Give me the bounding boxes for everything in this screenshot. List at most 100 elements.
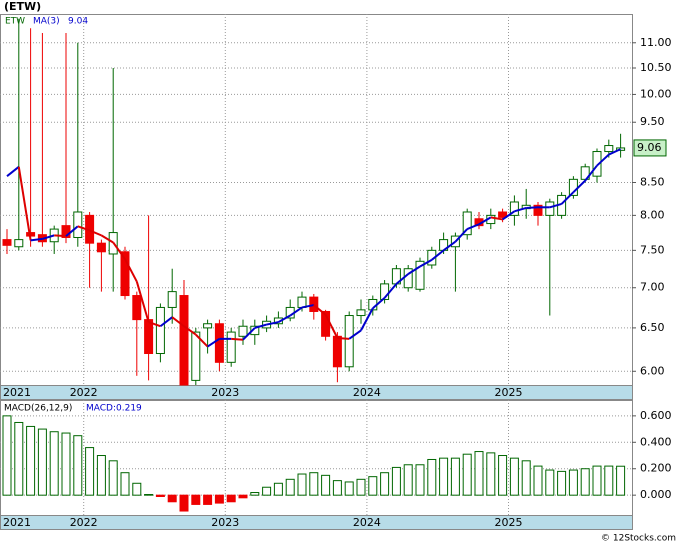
ma-line xyxy=(596,153,610,167)
x-tick-label: 2024 xyxy=(353,386,381,399)
y-tick-label: 8.00 xyxy=(640,208,665,221)
x-tick-label: 2023 xyxy=(211,386,239,399)
ma-line xyxy=(124,258,138,283)
y-tick-label: 6.50 xyxy=(640,321,665,334)
macd-bar xyxy=(580,468,590,496)
ma-line xyxy=(6,166,20,177)
candle-body xyxy=(498,211,508,218)
ma-line xyxy=(407,265,421,275)
candle-body xyxy=(356,309,366,317)
ma-line xyxy=(454,228,468,243)
ma-line xyxy=(54,234,67,238)
candle-body xyxy=(332,335,342,368)
macd-bar xyxy=(132,482,142,496)
macd-bar xyxy=(391,466,401,496)
x-axis-band xyxy=(0,385,633,400)
x-tick-label: 2023 xyxy=(211,516,239,529)
ma-line xyxy=(549,203,562,209)
macd-bar xyxy=(214,494,224,504)
y-tick-label: 0.000 xyxy=(640,488,672,501)
y-tick-label: 11.00 xyxy=(640,36,672,49)
y-tick-label: 10.50 xyxy=(640,61,672,74)
macd-bar xyxy=(49,431,59,496)
macd-bar xyxy=(61,432,71,496)
y-tick-label: 7.00 xyxy=(640,281,665,294)
ma-line xyxy=(526,206,539,209)
y-tick-label: 10.00 xyxy=(640,87,672,100)
macd-bar xyxy=(380,472,390,496)
macd-bar xyxy=(120,472,130,496)
macd-bar xyxy=(144,494,154,496)
candle-body xyxy=(344,315,354,368)
ma-line xyxy=(207,338,220,348)
x-tick-label: 2025 xyxy=(495,386,523,399)
x-tick-label: 2024 xyxy=(353,516,381,529)
candle-body xyxy=(73,211,83,238)
candle-body xyxy=(309,296,319,312)
macd-bar xyxy=(368,476,378,496)
ma-line xyxy=(183,325,197,336)
ma-line xyxy=(514,207,527,213)
legend-ma-value: 9.04 xyxy=(68,17,88,27)
ma-line xyxy=(254,323,267,329)
macd-bar xyxy=(332,480,342,496)
macd-bar xyxy=(273,482,283,496)
candle-body xyxy=(214,323,224,363)
ma-line xyxy=(30,237,43,242)
macd-bar xyxy=(498,455,508,496)
macd-bar xyxy=(309,472,319,496)
legend-symbol: ETW xyxy=(5,17,25,27)
y-tick-label: 0.600 xyxy=(640,409,672,422)
macd-bar xyxy=(238,494,248,499)
ma-line xyxy=(89,229,102,237)
macd-bar xyxy=(14,421,24,496)
macd-bar xyxy=(262,486,272,496)
macd-bar xyxy=(85,447,95,496)
macd-bar xyxy=(427,458,437,496)
macd-bar xyxy=(73,435,83,496)
candle-body xyxy=(509,201,519,216)
ma-line xyxy=(431,249,445,261)
y-tick-label: 9.50 xyxy=(640,115,665,128)
ma-line xyxy=(383,283,398,299)
macd-bar xyxy=(108,460,118,496)
macd-bar xyxy=(203,494,213,505)
candle-body xyxy=(604,145,614,153)
ma-line xyxy=(608,148,622,156)
candle-body xyxy=(592,151,602,177)
candle-body xyxy=(167,291,177,308)
ma-line xyxy=(17,166,32,241)
ma-line xyxy=(324,314,339,339)
candle-body xyxy=(144,319,154,355)
macd-bar xyxy=(403,464,413,496)
macd-bar xyxy=(604,465,614,496)
macd-bar xyxy=(226,494,236,503)
ma-line xyxy=(112,241,126,260)
ma-line xyxy=(348,329,362,340)
ma-line xyxy=(443,240,456,252)
macd-bar xyxy=(250,492,260,496)
chart-title: (ETW) xyxy=(4,0,41,13)
ma-line xyxy=(42,234,55,240)
candle-body xyxy=(545,201,555,216)
ma-line xyxy=(490,216,503,221)
x-tick-label: 2025 xyxy=(495,516,523,529)
ma-line xyxy=(195,333,209,348)
y-tick-label: 7.50 xyxy=(640,243,665,256)
ma-line xyxy=(313,304,327,316)
ma-line xyxy=(372,297,386,310)
candle-body xyxy=(203,323,213,329)
ma-line xyxy=(242,327,256,341)
y-tick-label: 8.50 xyxy=(640,176,665,189)
macd-value-name: MACD: xyxy=(86,404,116,414)
ma-line xyxy=(289,306,303,317)
macd-bar xyxy=(96,455,106,496)
macd-bar xyxy=(486,452,496,496)
ma-line xyxy=(266,321,279,326)
candle-body xyxy=(533,204,543,216)
macd-bar xyxy=(509,457,519,496)
ma-line xyxy=(337,337,350,340)
macd-bar xyxy=(179,494,189,512)
x-tick-label: 2022 xyxy=(70,516,98,529)
